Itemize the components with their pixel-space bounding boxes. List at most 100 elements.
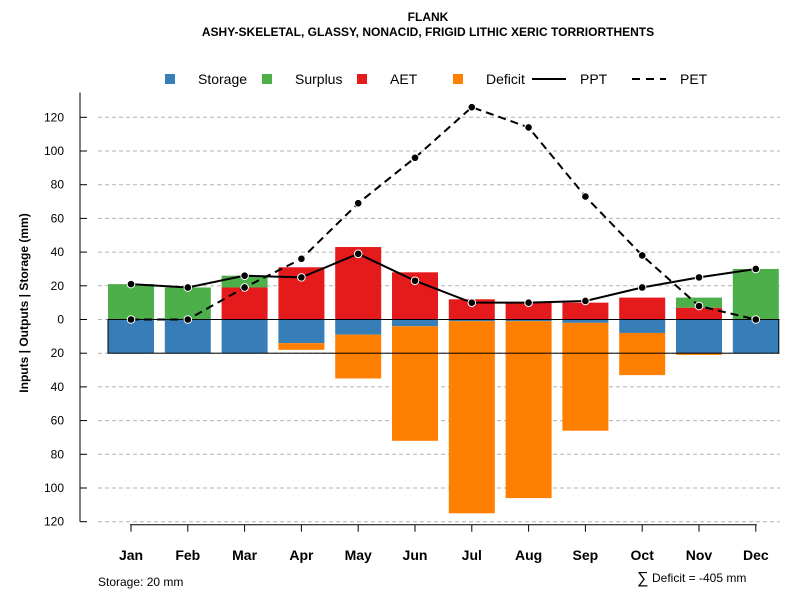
- y-tick-label: 20: [51, 279, 65, 293]
- x-tick-label: May: [345, 547, 372, 563]
- deficit-bar: [392, 326, 438, 441]
- aet-bar: [562, 302, 609, 320]
- legend-swatch-deficit: [453, 74, 463, 84]
- x-tick-label: Aug: [515, 547, 542, 563]
- aet-bar: [448, 299, 495, 320]
- pet-point: [297, 254, 306, 264]
- storage-bar: [619, 319, 666, 333]
- pet-point: [751, 315, 761, 324]
- ppt-point: [410, 276, 420, 286]
- legend-label-surplus: Surplus: [295, 71, 342, 87]
- deficit-bar: [505, 321, 552, 499]
- x-tick-label: Oct: [631, 547, 655, 563]
- x-tick-label: Mar: [232, 547, 257, 563]
- ppt-point: [126, 279, 136, 289]
- legend-label-storage: Storage: [198, 71, 247, 87]
- x-tick-label: Jul: [462, 547, 482, 563]
- ppt-point: [353, 249, 363, 259]
- x-tick-label: Jan: [119, 547, 143, 563]
- deficit-bar: [619, 332, 666, 376]
- y-tick-label: 120: [44, 515, 64, 529]
- aet-bar: [619, 297, 666, 320]
- ppt-point: [467, 298, 477, 307]
- storage-bar: [676, 319, 722, 354]
- aet-bar: [505, 302, 552, 320]
- deficit-bar: [278, 343, 325, 350]
- x-tick-label: Jun: [403, 547, 428, 563]
- chart-title: FLANK: [408, 10, 449, 24]
- ppt-point: [183, 283, 193, 292]
- y-tick-label: 100: [44, 481, 64, 495]
- axes: 120 100 80 60 40 20 0 20 40 60 80 100 120 Jan Feb Mar Ap…: [44, 92, 769, 563]
- ppt-point: [751, 264, 761, 274]
- pet-point: [581, 192, 590, 201]
- y-tick-label: 60: [51, 414, 65, 428]
- storage-bar: [392, 319, 438, 327]
- y-tick-label: 40: [51, 245, 65, 259]
- surplus-bar: [221, 275, 268, 288]
- deficit-bar: [335, 334, 382, 379]
- deficit-bar: [448, 321, 495, 514]
- surplus-bar: [164, 287, 211, 320]
- legend-label-aet: AET: [390, 71, 418, 87]
- storage-bar: [278, 319, 325, 344]
- storage-bar: [505, 319, 552, 322]
- ppt-line: [130, 252, 756, 304]
- storage-capacity-box: [107, 319, 780, 354]
- pet-point: [410, 153, 420, 163]
- legend-swatch-storage: [165, 74, 175, 84]
- lines: [126, 102, 761, 324]
- y-axis-label: Inputs | Outputs | Storage (mm): [17, 213, 31, 392]
- legend-swatch-surplus: [262, 74, 272, 84]
- deficit-symbol: ∑: [637, 570, 648, 587]
- pet-point: [240, 283, 249, 292]
- ppt-point: [240, 271, 249, 280]
- pet-point: [467, 102, 477, 112]
- pet-point: [353, 198, 363, 208]
- y-tick-label: 80: [51, 447, 65, 461]
- y-tick-label: 100: [44, 144, 64, 158]
- x-tick-label: Nov: [686, 547, 713, 563]
- storage-bar: [448, 319, 495, 322]
- aet-bar: [221, 287, 268, 320]
- y-tick-label: 80: [51, 178, 65, 192]
- surplus-bar: [732, 268, 779, 320]
- y-tick-label: 120: [44, 110, 64, 124]
- pet-point: [524, 123, 533, 132]
- aet-bar: [676, 307, 722, 320]
- legend-label-deficit: Deficit: [486, 71, 525, 87]
- x-tick-label: Dec: [743, 547, 769, 563]
- ppt-point: [637, 283, 647, 292]
- legend: Storage Surplus AET Deficit PPT PET: [165, 71, 708, 87]
- pet-point: [126, 315, 136, 324]
- deficit-note: Deficit = -405 mm: [652, 571, 746, 585]
- surplus-bar: [108, 284, 154, 320]
- storage-bar: [108, 319, 154, 354]
- pet-line: [131, 106, 757, 321]
- pet-point: [694, 301, 704, 311]
- deficit-bar: [676, 353, 722, 355]
- ppt-point: [297, 273, 306, 282]
- pet-point: [637, 251, 647, 260]
- y-tick-label: 20: [51, 346, 65, 360]
- storage-bar: [562, 319, 609, 323]
- deficit-bar: [562, 322, 609, 431]
- storage-note: Storage: 20 mm: [98, 575, 183, 589]
- legend-swatch-aet: [357, 74, 367, 84]
- y-tick-label: 0: [57, 313, 64, 327]
- storage-bar: [335, 319, 382, 335]
- ppt-point: [524, 298, 533, 307]
- x-tick-label: Apr: [289, 547, 314, 563]
- storage-bar: [732, 319, 779, 354]
- pet-point: [183, 315, 193, 324]
- legend-label-ppt: PPT: [580, 71, 608, 87]
- storage-bar: [164, 319, 211, 354]
- storage-bar: [221, 319, 268, 354]
- x-tick-label: Sep: [573, 547, 599, 563]
- chart-subtitle: ASHY-SKELETAL, GLASSY, NONACID, FRIGID L…: [202, 25, 654, 39]
- ppt-point: [581, 296, 590, 306]
- legend-label-pet: PET: [680, 71, 708, 87]
- y-tick-label: 60: [51, 211, 65, 225]
- x-tick-label: Feb: [175, 547, 200, 563]
